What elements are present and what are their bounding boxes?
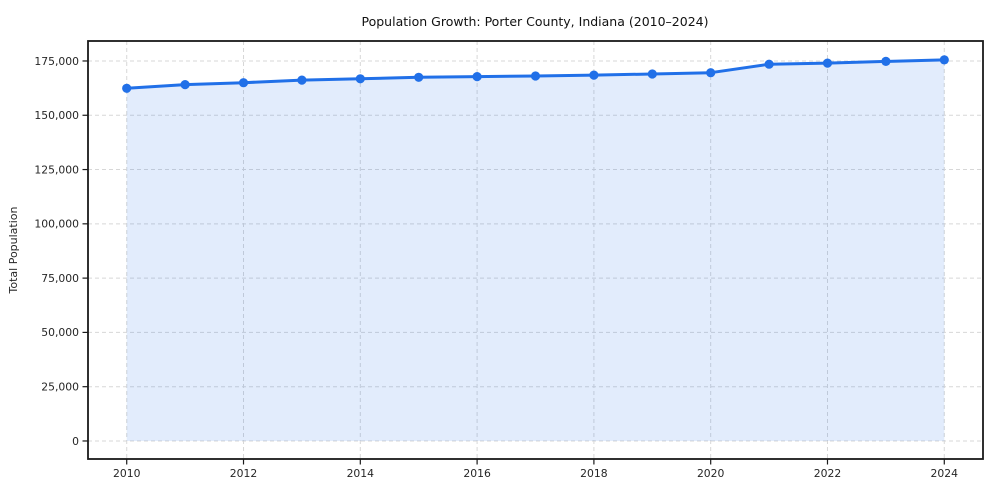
chart-title: Population Growth: Porter County, Indian… xyxy=(362,14,709,29)
y-axis-label: Total Population xyxy=(7,206,20,294)
x-tick-label: 2010 xyxy=(113,467,141,480)
x-tick-label: 2020 xyxy=(697,467,725,480)
data-point-marker xyxy=(238,78,249,88)
y-tick-label: 50,000 xyxy=(41,326,79,339)
x-tick-label: 2024 xyxy=(931,467,959,480)
data-point-marker xyxy=(122,83,132,93)
y-tick-label: 100,000 xyxy=(34,218,79,231)
marker-layer xyxy=(122,55,949,93)
y-tick-label: 175,000 xyxy=(34,55,79,68)
data-point-marker xyxy=(355,74,365,84)
data-point-marker xyxy=(881,56,891,66)
data-point-marker xyxy=(647,69,657,79)
data-point-marker xyxy=(180,80,190,90)
x-tick-label: 2022 xyxy=(814,467,841,480)
tick-label-layer: 0 25,000 50,000 75,000 100,000 125,000 150,000… xyxy=(34,55,958,480)
grid-layer xyxy=(88,41,983,459)
data-point-marker xyxy=(297,75,307,85)
area-fill-layer xyxy=(126,59,945,442)
axes-spine-box xyxy=(87,40,984,460)
y-tick-label: 125,000 xyxy=(34,163,79,176)
series-area-fill xyxy=(126,59,945,442)
x-tick-label: 2014 xyxy=(347,467,375,480)
data-point-marker xyxy=(589,70,599,80)
x-tick-label: 2016 xyxy=(463,467,491,480)
data-point-marker xyxy=(822,58,833,68)
y-tick-label: 25,000 xyxy=(41,380,79,393)
x-tick-label: 2018 xyxy=(580,467,608,480)
data-point-marker xyxy=(939,55,949,65)
data-point-marker xyxy=(472,72,482,82)
y-tick-label: 0 xyxy=(72,435,79,448)
x-tick-label: 2012 xyxy=(230,467,257,480)
data-point-marker xyxy=(530,71,541,81)
data-point-marker xyxy=(706,68,716,78)
y-tick-label: 75,000 xyxy=(41,272,79,285)
data-point-marker xyxy=(414,72,424,82)
y-tick-label: 150,000 xyxy=(34,109,79,122)
plot-area-background xyxy=(88,41,983,459)
tick-mark-layer xyxy=(82,60,945,465)
data-point-marker xyxy=(764,59,774,69)
